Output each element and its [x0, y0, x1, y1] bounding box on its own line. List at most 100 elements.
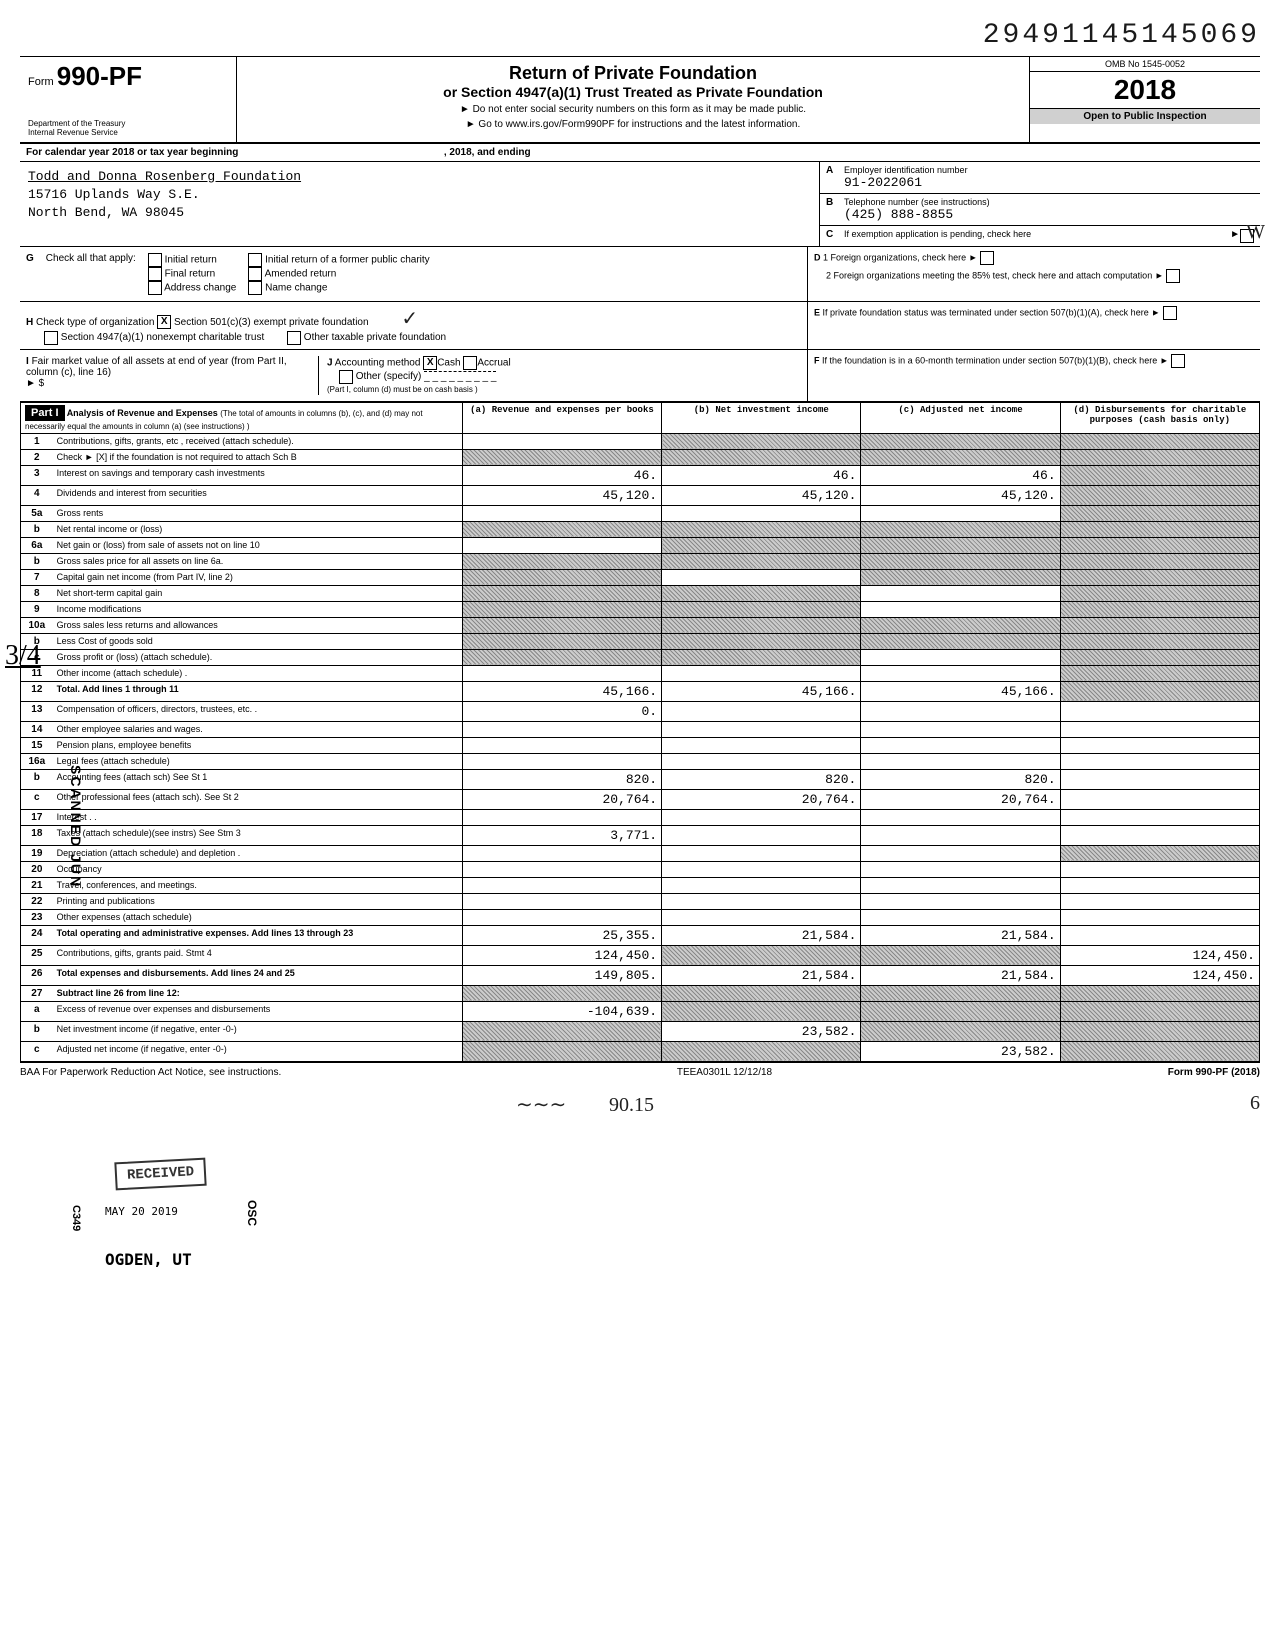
cell-d — [1060, 665, 1259, 681]
cell-b — [662, 521, 861, 537]
cb-other-tax[interactable] — [287, 331, 301, 345]
cell-c — [861, 505, 1060, 521]
omb-number: OMB No 1545-0052 — [1030, 57, 1260, 72]
cell-a — [462, 861, 661, 877]
cell-c: 45,120. — [861, 485, 1060, 505]
table-row: 20Occupancy — [21, 861, 1260, 877]
form-subtitle: or Section 4947(a)(1) Trust Treated as P… — [247, 84, 1019, 100]
cell-d: 124,450. — [1060, 945, 1259, 965]
cb-name-change[interactable] — [248, 281, 262, 295]
part1-title: Analysis of Revenue and Expenses — [67, 408, 218, 418]
table-row: cGross profit or (loss) (attach schedule… — [21, 649, 1260, 665]
cell-c — [861, 601, 1060, 617]
table-row: 3Interest on savings and temporary cash … — [21, 465, 1260, 485]
org-name-address: Todd and Donna Rosenberg Foundation 1571… — [20, 162, 819, 246]
cell-a: 45,166. — [462, 681, 661, 701]
table-row: 4Dividends and interest from securities4… — [21, 485, 1260, 505]
row-desc: Gross sales price for all assets on line… — [53, 553, 463, 569]
cell-a — [462, 985, 661, 1001]
cb-d2[interactable] — [1166, 269, 1180, 283]
cell-d — [1060, 681, 1259, 701]
table-row: bAccounting fees (attach sch) See St 182… — [21, 769, 1260, 789]
section-h: H Check type of organization X Section 5… — [20, 302, 1260, 350]
row-number: 21 — [21, 877, 53, 893]
row-number: 10a — [21, 617, 53, 633]
cb-d1[interactable] — [980, 251, 994, 265]
cell-d — [1060, 789, 1259, 809]
h-opt1: Section 501(c)(3) exempt private foundat… — [174, 317, 369, 328]
cell-d — [1060, 825, 1259, 845]
cell-a: 149,805. — [462, 965, 661, 985]
row-number: c — [21, 1041, 53, 1061]
cell-c — [861, 845, 1060, 861]
cb-e[interactable] — [1163, 306, 1177, 320]
row-desc: Total. Add lines 1 through 11 — [53, 681, 463, 701]
d1-label: 1 Foreign organizations, check here — [823, 252, 966, 262]
cell-d — [1060, 737, 1259, 753]
col-c-header: (c) Adjusted net income — [861, 402, 1060, 433]
col-b-header: (b) Net investment income — [662, 402, 861, 433]
cell-b: 45,166. — [662, 681, 861, 701]
cell-d — [1060, 1021, 1259, 1041]
cell-a — [462, 633, 661, 649]
cell-b: 45,120. — [662, 485, 861, 505]
cell-c: 45,166. — [861, 681, 1060, 701]
row-number: 19 — [21, 845, 53, 861]
row-number: 9 — [21, 601, 53, 617]
cell-b — [662, 877, 861, 893]
footer-right: Form 990-PF (2018) — [1168, 1067, 1260, 1078]
cb-former-public[interactable] — [248, 253, 262, 267]
cb-initial-return[interactable] — [148, 253, 162, 267]
tax-year: 2018 — [1030, 72, 1260, 109]
phone-value: (425) 888-8855 — [844, 207, 1254, 222]
cell-d — [1060, 769, 1259, 789]
table-row: 14Other employee salaries and wages. — [21, 721, 1260, 737]
j-note: (Part I, column (d) must be on cash basi… — [327, 385, 478, 394]
table-row: bLess Cost of goods sold — [21, 633, 1260, 649]
table-row: aExcess of revenue over expenses and dis… — [21, 1001, 1260, 1021]
cb-address-change[interactable] — [148, 281, 162, 295]
handwritten-scribble: ∼∼∼ — [516, 1094, 566, 1116]
row-number: 1 — [21, 433, 53, 449]
row-number: 6a — [21, 537, 53, 553]
d-letter: D — [814, 252, 821, 262]
cb-accrual[interactable] — [463, 356, 477, 370]
cell-a — [462, 737, 661, 753]
handwritten-w: W — [1246, 221, 1265, 244]
cell-b — [662, 845, 861, 861]
received-date: MAY 20 2019 — [105, 1205, 178, 1218]
cell-a — [462, 893, 661, 909]
col-d-header: (d) Disbursements for charitable purpose… — [1060, 402, 1259, 433]
row-desc: Pension plans, employee benefits — [53, 737, 463, 753]
row-number: 14 — [21, 721, 53, 737]
i-label: Fair market value of all assets at end o… — [26, 356, 287, 378]
opt-amended: Amended return — [265, 268, 337, 279]
cell-a — [462, 601, 661, 617]
row-desc: Excess of revenue over expenses and disb… — [53, 1001, 463, 1021]
cell-a — [462, 433, 661, 449]
e-label: If private foundation status was termina… — [823, 307, 1149, 317]
row-desc: Contributions, gifts, grants paid. Stmt … — [53, 945, 463, 965]
cell-a — [462, 521, 661, 537]
cell-b — [662, 909, 861, 925]
h-opt2: Section 4947(a)(1) nonexempt charitable … — [61, 332, 264, 343]
cb-cash[interactable]: X — [423, 356, 437, 370]
cb-f[interactable] — [1171, 354, 1185, 368]
cell-c — [861, 569, 1060, 585]
cb-final-return[interactable] — [148, 267, 162, 281]
cell-c — [861, 665, 1060, 681]
row-desc: Net gain or (loss) from sale of assets n… — [53, 537, 463, 553]
cb-other[interactable] — [339, 370, 353, 384]
cell-b — [662, 753, 861, 769]
cell-c — [861, 877, 1060, 893]
table-row: cOther professional fees (attach sch). S… — [21, 789, 1260, 809]
table-row: 25Contributions, gifts, grants paid. Stm… — [21, 945, 1260, 965]
cb-4947[interactable] — [44, 331, 58, 345]
cb-amended[interactable] — [248, 267, 262, 281]
table-row: 15Pension plans, employee benefits — [21, 737, 1260, 753]
cb-501c3[interactable]: X — [157, 315, 171, 329]
cell-d — [1060, 721, 1259, 737]
table-row: 23Other expenses (attach schedule) — [21, 909, 1260, 925]
table-row: 17Interest . . — [21, 809, 1260, 825]
h-label: Check type of organization — [36, 317, 154, 328]
